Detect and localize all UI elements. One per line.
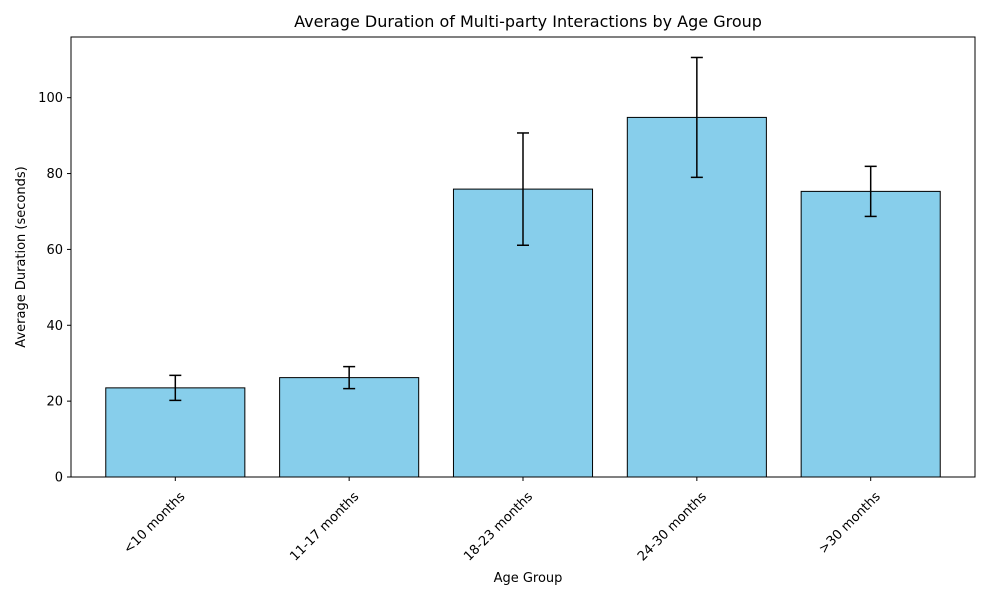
- x-tick-label: 24-30 months: [635, 489, 710, 564]
- x-tick-label: 18-23 months: [461, 489, 536, 564]
- y-tick-label: 40: [46, 319, 63, 334]
- x-tick-label: <10 months: [121, 489, 189, 557]
- bar: [279, 377, 420, 478]
- y-tick-label: 100: [38, 91, 63, 106]
- x-tick-label: >30 months: [816, 489, 884, 557]
- y-tick-label: 0: [55, 471, 63, 486]
- bar: [800, 190, 941, 478]
- y-axis-label: Average Duration (seconds): [14, 166, 29, 347]
- y-tick-label: 60: [46, 243, 63, 258]
- error-bars-group: [169, 56, 877, 402]
- y-tick-label: 20: [46, 395, 63, 410]
- x-tick-label: 11-17 months: [287, 489, 362, 564]
- chart-title: Average Duration of Multi-party Interact…: [294, 12, 762, 31]
- y-tick-label: 80: [46, 167, 63, 182]
- bar: [105, 387, 246, 478]
- x-axis-ticks: <10 months 11-17 months 18-23 months 24-30 …: [121, 477, 884, 564]
- x-axis-label: Age Group: [494, 571, 563, 586]
- y-axis-ticks: 0 20 40 60 80 100: [38, 91, 71, 486]
